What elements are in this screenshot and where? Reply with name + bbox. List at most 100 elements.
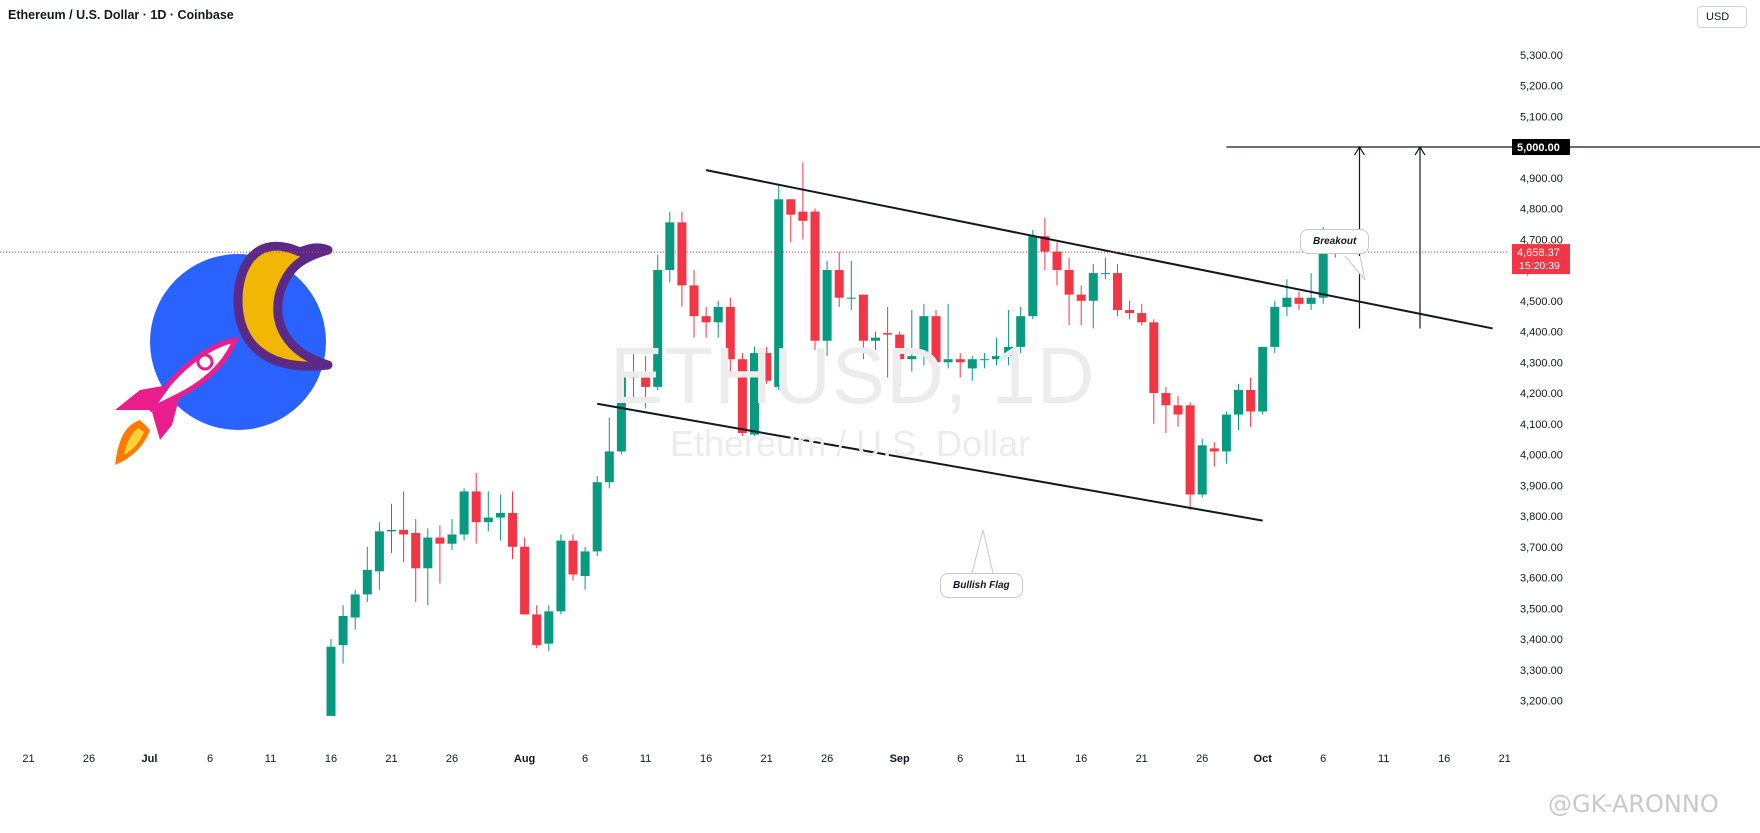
y-tick-label: 4,400.00	[1520, 327, 1563, 339]
candle	[701, 306, 711, 338]
candle-body	[338, 615, 348, 646]
candle	[907, 310, 917, 372]
breakout-label: Breakout	[1313, 236, 1357, 247]
y-tick-label: 4,700.00	[1520, 234, 1563, 246]
x-tick-label: 21	[22, 753, 34, 765]
candle-body	[750, 353, 759, 435]
candle	[435, 525, 445, 584]
x-tick-label: 21	[1136, 753, 1148, 765]
candle	[592, 476, 602, 556]
candle-body	[447, 534, 457, 544]
flag-upper-line[interactable]	[705, 169, 1493, 330]
candle-body	[326, 646, 336, 716]
candle-body	[967, 359, 977, 369]
candle	[992, 337, 1001, 366]
y-tick-label: 5,300.00	[1520, 50, 1563, 62]
candle	[1246, 377, 1256, 427]
target-arrow[interactable]	[1414, 145, 1426, 329]
candle-body	[822, 270, 832, 341]
x-tick-label: 11	[1378, 753, 1389, 765]
candle	[399, 491, 409, 563]
candle-body	[483, 517, 493, 523]
candle-body	[399, 529, 409, 535]
candle	[895, 331, 905, 387]
y-tick-label: 4,200.00	[1520, 388, 1563, 400]
candle-body	[1246, 389, 1256, 412]
y-tick-label: 5,200.00	[1520, 81, 1563, 93]
candle-body	[1088, 273, 1098, 301]
y-tick-label: 3,500.00	[1520, 603, 1563, 615]
candle	[1294, 291, 1304, 310]
candle	[713, 300, 723, 338]
candle-body	[459, 491, 469, 535]
candle-body	[992, 356, 1001, 360]
y-tick-label: 3,400.00	[1520, 634, 1563, 646]
candles	[326, 162, 1340, 716]
candle	[532, 605, 542, 649]
candle	[1221, 411, 1231, 464]
y-tick-label: 4,100.00	[1520, 419, 1563, 431]
symbol-watermark: ETHUSD, 1D	[610, 331, 1096, 420]
candle-body	[653, 270, 663, 387]
candle	[362, 546, 372, 603]
candle-body	[665, 222, 675, 271]
candle	[931, 310, 941, 369]
candle-body	[1064, 270, 1074, 295]
candle-body	[1185, 405, 1195, 495]
candle-body	[508, 512, 517, 547]
candle-body	[725, 306, 735, 360]
decoration	[115, 241, 333, 465]
candle-body	[689, 285, 699, 317]
x-tick-label: 11	[1015, 753, 1026, 765]
y-tick-label: 3,800.00	[1520, 511, 1563, 523]
candle-body	[737, 359, 747, 433]
candle	[1040, 217, 1050, 271]
candle	[495, 494, 505, 541]
candle	[955, 353, 965, 378]
candle	[677, 211, 687, 307]
candle	[1137, 303, 1147, 326]
y-tick-label: 3,300.00	[1520, 665, 1563, 677]
candle	[338, 605, 348, 664]
candle	[556, 534, 566, 615]
y-tick-label: 3,900.00	[1520, 480, 1563, 492]
currency-button[interactable]: USD	[1697, 6, 1747, 28]
candle-body	[774, 199, 784, 387]
candle	[871, 331, 880, 350]
x-tick-label: 26	[83, 753, 95, 765]
flag-lower-line[interactable]	[597, 402, 1263, 522]
x-tick-label: Aug	[514, 753, 535, 765]
candle	[1173, 396, 1183, 427]
candle	[810, 208, 820, 350]
candle-body	[387, 529, 396, 532]
drawings	[0, 145, 1760, 574]
y-tick-label: 4,300.00	[1520, 357, 1563, 369]
candle-body	[713, 306, 723, 323]
candle	[1125, 300, 1135, 320]
candle-body	[544, 611, 554, 644]
y-tick-label: 4,900.00	[1520, 173, 1563, 185]
candle-body	[616, 373, 626, 452]
candle	[665, 211, 675, 283]
y-tick-label: 3,600.00	[1520, 573, 1563, 585]
x-tick-label: 11	[265, 753, 276, 765]
candle	[508, 491, 517, 560]
candle-body	[810, 211, 820, 341]
bullish-flag-label: Bullish Flag	[953, 580, 1010, 591]
bullish-flag-pointer	[971, 529, 994, 574]
x-tick-label: 11	[640, 753, 651, 765]
candle-body	[858, 294, 868, 341]
x-tick-label: 21	[1499, 753, 1511, 765]
candle-body	[362, 569, 372, 595]
candle	[483, 491, 493, 532]
candle	[858, 294, 868, 360]
y-tick-label: 5,100.00	[1520, 111, 1563, 123]
candle	[1282, 279, 1292, 317]
candle-body	[520, 546, 530, 615]
candle	[459, 488, 469, 541]
candle-body	[1282, 297, 1292, 307]
x-tick-label: 16	[700, 753, 712, 765]
x-tick-label: 26	[446, 753, 458, 765]
candle	[411, 519, 421, 603]
